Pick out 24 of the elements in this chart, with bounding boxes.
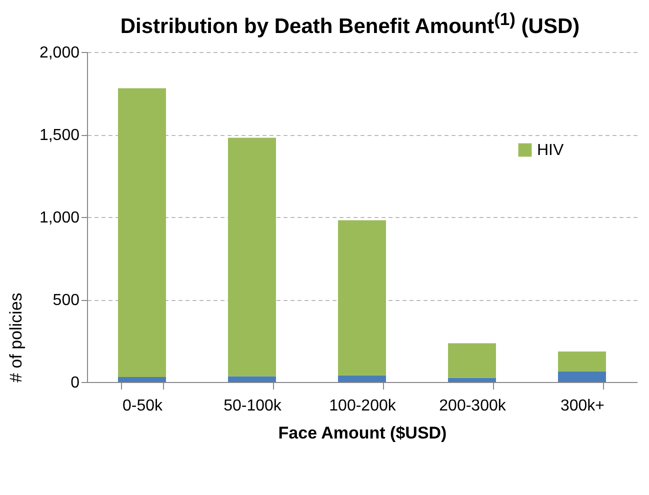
bar: [118, 377, 166, 382]
x-tick-label: 0-50k: [122, 398, 164, 414]
bar: [558, 371, 606, 382]
y-tick-label: 0: [70, 374, 80, 392]
x-tick-label: 200-300k: [439, 398, 507, 414]
bar: [338, 375, 386, 382]
x-axis-title: Face Amount ($USD): [278, 424, 447, 442]
x-tick-label: 50-100k: [224, 398, 282, 414]
chart-title: Distribution by Death Benefit Amount$^{(1)}$ (USD): [120, 8, 580, 40]
y-tick-label: 1,500: [39, 127, 80, 144]
x-tick-label: 100-200k: [329, 398, 397, 414]
bar: [448, 378, 496, 382]
bar: [558, 351, 606, 372]
legend-label: HIV: [537, 142, 564, 159]
bar: [448, 343, 496, 378]
bar: [118, 88, 166, 378]
y-tick-label: 1,000: [39, 210, 80, 226]
y-axis-title: # of policies: [6, 292, 26, 382]
bar: [228, 138, 276, 376]
y-tick-label: 500: [52, 292, 80, 309]
x-tick-label: 300k+: [560, 398, 605, 414]
bar: [338, 220, 386, 376]
bar: [228, 376, 276, 382]
y-tick-label: 2,000: [39, 44, 80, 62]
